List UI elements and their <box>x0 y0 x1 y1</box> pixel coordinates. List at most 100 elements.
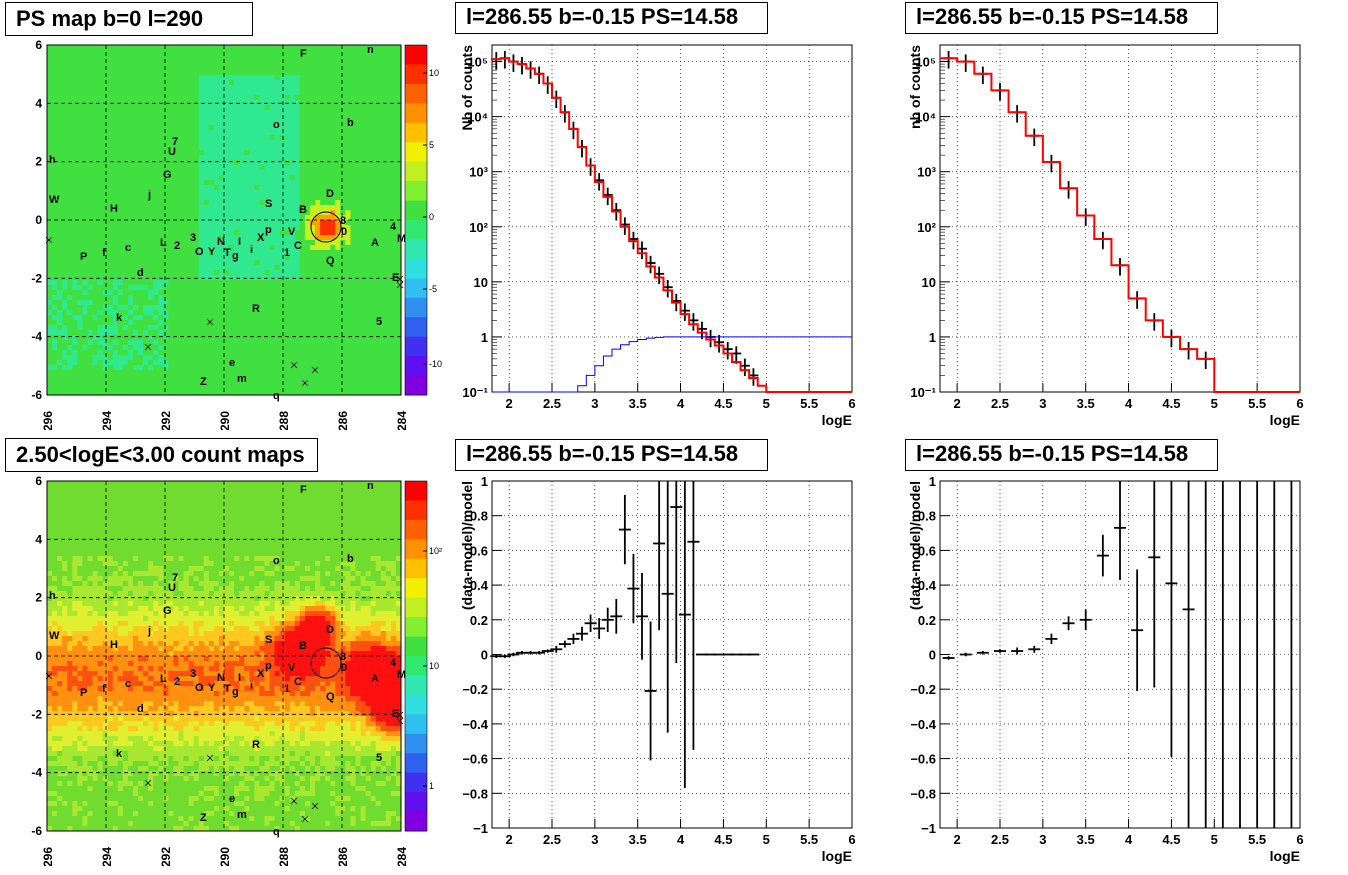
x-tick-label: 6 <box>1296 396 1303 411</box>
plot-frame <box>939 44 1301 393</box>
x-tick-label: 4.5 <box>1162 832 1180 847</box>
y-tick-label: 1 <box>481 474 488 489</box>
y-axis-label: (data-model)/model <box>459 481 475 610</box>
x-tick-label: 5 <box>763 832 770 847</box>
source-label: A <box>371 237 379 249</box>
source-label: C <box>294 676 302 688</box>
y-tick-label: −1 <box>473 821 488 836</box>
x-tick-label: 2.5 <box>543 396 561 411</box>
source-label: 2 <box>174 676 180 688</box>
x-tick-label: 4.5 <box>1162 396 1180 411</box>
source-label: e <box>229 357 235 369</box>
source-cross-marker <box>290 361 298 369</box>
source-label: g <box>232 250 239 262</box>
map-x-tick: 294 <box>100 411 114 430</box>
source-cross-marker <box>311 366 319 374</box>
y-tick-label: −1 <box>921 821 936 836</box>
source-label: W <box>49 194 60 206</box>
y-axis-label: nb of counts <box>907 45 923 129</box>
colorbar-tick: 5 <box>429 140 434 150</box>
x-tick-label: 5.5 <box>800 832 818 847</box>
x-tick-label: 5 <box>763 396 770 411</box>
source-label: d <box>137 703 144 715</box>
x-axis-label: logE <box>822 412 852 428</box>
source-label: T <box>224 683 231 695</box>
source-label: j <box>147 189 151 201</box>
map-x-tick: 286 <box>336 847 350 866</box>
source-label: c <box>125 242 131 254</box>
y-tick-label: 10 <box>474 275 488 290</box>
x-tick-label: 4 <box>677 832 685 847</box>
x-tick-label: 2 <box>506 832 513 847</box>
model-step-line <box>940 57 1300 393</box>
y-tick-label: 10⁵ <box>915 55 936 70</box>
y-tick-label: 0 <box>481 648 488 663</box>
source-label: 7 <box>172 572 178 584</box>
source-label: P <box>80 687 87 699</box>
source-label: H <box>110 203 118 215</box>
source-label: S <box>265 198 272 210</box>
colorbar-tick: 0 <box>429 212 434 222</box>
source-label: f <box>102 247 106 259</box>
map-x-tick: 290 <box>218 847 232 866</box>
y-axis-label: Nb of counts <box>459 45 475 131</box>
colorbar-tick: 10 <box>429 68 439 78</box>
map-y-tick: -6 <box>31 824 42 838</box>
source-label: m <box>237 373 247 385</box>
source-label: h <box>49 590 56 602</box>
map-x-tick: 286 <box>336 411 350 430</box>
x-tick-label: 6 <box>1296 832 1303 847</box>
x-tick-label: 2.5 <box>991 832 1009 847</box>
x-tick-label: 3 <box>591 832 598 847</box>
source-label: b <box>347 553 354 565</box>
y-tick-label: 10³ <box>469 165 488 180</box>
map-x-tick: 292 <box>159 847 173 866</box>
source-label: B <box>299 204 307 216</box>
source-label: V <box>288 226 296 238</box>
source-cross-marker <box>301 379 309 387</box>
source-label: o <box>273 555 280 567</box>
source-cross-marker <box>206 754 214 762</box>
source-label: M <box>397 233 406 245</box>
source-label: 1 <box>284 683 290 695</box>
target-circle <box>310 211 342 243</box>
map-y-tick: -2 <box>31 707 42 721</box>
y-tick-label: 0.8 <box>918 509 936 524</box>
map-x-tick: 290 <box>218 411 232 430</box>
source-label: E <box>392 708 399 720</box>
y-tick-label: 0.6 <box>918 543 936 558</box>
y-tick-label: 0.2 <box>918 613 936 628</box>
x-tick-label: 5 <box>1211 832 1218 847</box>
source-label: H <box>110 639 118 651</box>
x-axis-label: logE <box>1270 412 1300 428</box>
x-tick-label: 3.5 <box>1077 396 1095 411</box>
source-label: 4 <box>390 657 397 669</box>
spectrum-left-chart: 2 2.5 3 3.5 4 4.5 5 5.5 6 10⁻¹ 1 10 10² 10³ 10⁴ 10⁵ logE… <box>459 44 856 428</box>
source-label: F <box>300 484 307 496</box>
source-label: N <box>217 236 225 248</box>
plot-frame <box>491 44 853 393</box>
colorbar <box>405 481 427 832</box>
source-label: 5 <box>376 316 382 328</box>
source-label: F <box>300 48 307 60</box>
source-label: f <box>102 683 106 695</box>
x-tick-label: 6 <box>848 832 855 847</box>
map-x-tick: 288 <box>277 847 291 866</box>
source-label: U <box>168 582 176 594</box>
source-label: O <box>195 682 204 694</box>
colorbar-frame <box>404 480 428 832</box>
source-label: q <box>273 390 280 402</box>
map-y-tick: 4 <box>35 96 42 110</box>
target-circle <box>310 647 342 679</box>
source-label: Z <box>200 812 207 824</box>
source-label: L <box>160 237 167 249</box>
model-step-line <box>492 57 852 393</box>
x-tick-label: 5 <box>1211 396 1218 411</box>
map-x-tick: 296 <box>41 411 55 430</box>
source-label: Y <box>208 246 216 258</box>
source-cross-marker <box>311 802 319 810</box>
source-label: S <box>265 634 272 646</box>
source-label: I <box>238 236 241 248</box>
source-cross-marker <box>45 236 53 244</box>
